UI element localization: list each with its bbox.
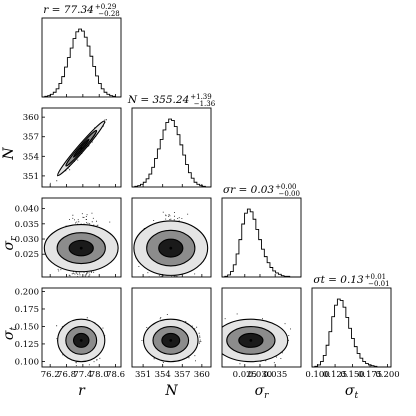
y-axis-σr: 0.025 0.030 0.035 0.040 σr xyxy=(1,205,45,260)
x-tick-label: 0.150 xyxy=(340,370,364,380)
histogram-r xyxy=(42,28,121,98)
y-axis-σt: 0.100 0.125 0.150 0.175 0.200 σt xyxy=(1,287,45,367)
panel-frame xyxy=(41,17,122,98)
y-tick-label: 0.025 xyxy=(15,250,39,260)
density-peak xyxy=(79,246,83,250)
x-tick-label: 0.125 xyxy=(323,370,347,380)
panel-frame xyxy=(41,287,122,368)
x-tick-label: 357 xyxy=(174,370,190,380)
y-tick-label: 0.150 xyxy=(15,322,39,332)
density-panel-r-σr xyxy=(41,197,122,278)
y-tick-label: 351 xyxy=(23,172,39,182)
axis-label-N: N xyxy=(164,383,178,399)
x-tick-label: 76.8 xyxy=(57,370,76,380)
panel-frame xyxy=(221,197,302,278)
axis-label-σt: σt xyxy=(345,383,359,401)
x-tick-label: 0.035 xyxy=(263,370,287,380)
hist-panel-0: r = 77.34+0.29 −0.28 xyxy=(41,3,122,98)
density-peak xyxy=(249,339,253,342)
panel-title-N: N = 355.24+1.39 −1.36 xyxy=(127,93,216,108)
hist-panel-3: σt = 0.13+0.01 −0.01 xyxy=(311,273,392,368)
y-tick-label: 0.100 xyxy=(15,357,39,367)
y-tick-label: 0.030 xyxy=(15,235,39,245)
density-panel-σr-σt xyxy=(221,287,302,368)
y-tick-label: 0.175 xyxy=(15,305,39,315)
x-tick-label: 78.0 xyxy=(90,370,109,380)
x-tick-label: 77.4 xyxy=(73,370,92,380)
y-axis-N: 351 354 357 360 N xyxy=(1,113,45,182)
panel-frame xyxy=(41,197,122,278)
x-tick-label: 0.200 xyxy=(375,370,399,380)
axis-label-N: N xyxy=(1,147,17,161)
x-tick-label: 0.100 xyxy=(305,370,329,380)
axis-label-σt: σt xyxy=(1,327,19,341)
panel-frame xyxy=(221,287,302,368)
panel-frame xyxy=(131,197,212,278)
density-panel-r-σt xyxy=(41,287,122,368)
hist-panel-1: N = 355.24+1.39 −1.36 xyxy=(127,93,216,188)
panel-frame xyxy=(41,107,122,188)
x-tick-label: 76.2 xyxy=(41,370,60,380)
inner-ticks xyxy=(49,184,116,187)
density-panel-r-N xyxy=(41,107,122,188)
histogram-σr xyxy=(222,208,301,278)
hist-panel-2: σr = 0.03+0.00 −0.00 xyxy=(221,183,302,278)
y-tick-label: 0.035 xyxy=(15,220,39,230)
y-tick-label: 354 xyxy=(23,152,39,162)
density-panel-N-σr xyxy=(131,197,212,278)
y-tick-label: 0.200 xyxy=(15,287,39,297)
panel-title-r: r = 77.34+0.29 −0.28 xyxy=(43,3,119,18)
inner-ticks xyxy=(142,184,203,187)
x-tick-label: 0.175 xyxy=(358,370,382,380)
x-tick-label: 0.030 xyxy=(248,370,272,380)
y-tick-label: 360 xyxy=(23,113,39,123)
panel-frame xyxy=(131,107,212,188)
axis-label-σr: σr xyxy=(255,383,270,401)
axis-label-r: r xyxy=(78,383,86,399)
density-panel-N-σt xyxy=(131,287,212,368)
panel-frame xyxy=(311,287,392,368)
x-tick-label: 0.025 xyxy=(233,370,257,380)
panel-title-σt: σt = 0.13+0.01 −0.01 xyxy=(313,273,389,288)
inner-ticks xyxy=(244,274,276,277)
density-peak xyxy=(169,339,173,342)
histogram-N xyxy=(132,118,211,188)
density-peak xyxy=(169,246,173,250)
inner-ticks xyxy=(49,94,116,97)
histogram-σt xyxy=(312,298,391,368)
x-tick-label: 354 xyxy=(155,370,171,380)
inner-ticks xyxy=(49,274,116,277)
density-peak xyxy=(79,146,83,150)
x-axis-r: 76.276.877.478.078.6 r xyxy=(41,364,125,399)
x-axis-N: 351 354 357 360 N xyxy=(135,364,210,399)
y-tick-label: 357 xyxy=(23,133,39,143)
y-tick-label: 0.125 xyxy=(15,340,39,350)
panel-title-σr: σr = 0.03+0.00 −0.00 xyxy=(223,183,300,198)
x-tick-label: 360 xyxy=(194,370,210,380)
y-tick-label: 0.040 xyxy=(15,205,39,215)
inner-ticks xyxy=(142,274,203,277)
panel-frame xyxy=(131,287,212,368)
density-peak xyxy=(79,339,83,342)
axis-label-σr: σr xyxy=(1,236,19,251)
x-tick-label: 351 xyxy=(135,370,151,380)
x-tick-label: 78.6 xyxy=(106,370,125,380)
